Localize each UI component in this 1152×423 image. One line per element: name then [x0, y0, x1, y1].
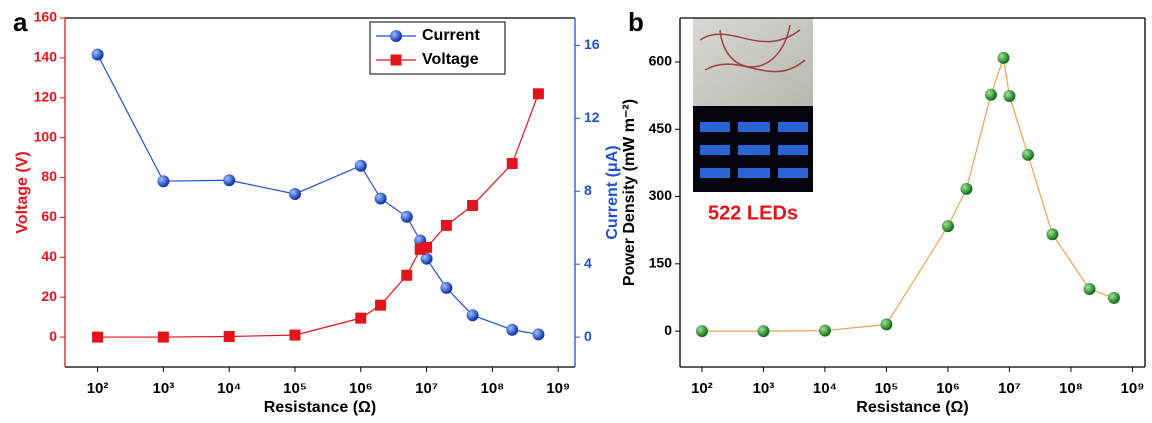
marker	[533, 88, 544, 99]
x-tick-label: 10⁸	[1059, 380, 1083, 397]
series-line	[98, 54, 539, 334]
y2-tick-label: 4	[584, 255, 592, 271]
series-line	[98, 94, 539, 337]
y-tick-label: 120	[34, 88, 58, 104]
marker	[391, 55, 402, 66]
y-tick-label: 40	[41, 248, 57, 264]
y2-tick-label: 16	[584, 36, 600, 52]
marker	[880, 318, 892, 330]
y-tick-label: 450	[649, 120, 673, 136]
marker	[441, 220, 452, 231]
marker	[1003, 90, 1015, 102]
marker	[375, 193, 387, 205]
marker	[289, 330, 300, 341]
marker	[92, 48, 104, 60]
marker	[224, 331, 235, 342]
x-tick-label: 10⁵	[875, 380, 899, 397]
inset-photo	[693, 18, 813, 192]
panel-label: b	[628, 7, 644, 37]
annotation: 522 LEDs	[708, 202, 798, 224]
y2-axis-title: Current (μA)	[604, 145, 621, 239]
marker	[157, 175, 169, 187]
y-tick-label: 0	[49, 328, 57, 344]
marker	[355, 160, 367, 172]
x-tick-label: 10³	[153, 380, 175, 397]
legend-label: Voltage	[422, 51, 479, 68]
legend-label: Current	[422, 27, 480, 44]
marker	[92, 332, 103, 343]
y2-tick-label: 12	[584, 109, 600, 125]
marker	[1046, 228, 1058, 240]
marker	[375, 300, 386, 311]
marker	[401, 270, 412, 281]
y-tick-label: 0	[664, 322, 672, 338]
marker	[440, 282, 452, 294]
marker	[1108, 292, 1120, 304]
marker	[158, 332, 169, 343]
marker	[467, 200, 478, 211]
marker	[819, 325, 831, 337]
x-tick-label: 10⁴	[217, 380, 241, 397]
x-tick-label: 10²	[691, 380, 713, 397]
panel-label: a	[13, 7, 28, 37]
marker	[421, 242, 432, 253]
y-tick-label: 160	[34, 9, 58, 25]
marker	[960, 183, 972, 195]
x-tick-label: 10³	[753, 380, 775, 397]
marker	[507, 158, 518, 169]
marker	[401, 211, 413, 223]
marker	[355, 313, 366, 324]
y-axis-title: Power Density (mW m⁻²)	[621, 99, 638, 286]
x-tick-label: 10⁹	[1121, 380, 1145, 397]
marker	[289, 188, 301, 200]
x-tick-label: 10⁶	[936, 380, 960, 397]
y-tick-label: 20	[41, 288, 57, 304]
marker	[985, 89, 997, 101]
x-tick-label: 10⁹	[546, 380, 570, 397]
y-tick-label: 60	[41, 208, 57, 224]
x-tick-label: 10⁴	[813, 380, 837, 397]
marker	[1022, 149, 1034, 161]
marker	[1083, 283, 1095, 295]
marker	[532, 328, 544, 340]
x-tick-label: 10⁷	[998, 380, 1021, 397]
y-tick-label: 600	[649, 53, 673, 69]
x-tick-label: 10²	[87, 380, 109, 397]
marker	[757, 325, 769, 337]
x-axis-title: Resistance (Ω)	[264, 399, 376, 416]
y-tick-label: 80	[41, 168, 57, 184]
marker	[696, 325, 708, 337]
marker	[223, 174, 235, 186]
x-tick-label: 10⁶	[349, 380, 373, 397]
marker	[390, 30, 402, 42]
y2-tick-label: 0	[584, 328, 592, 344]
x-tick-label: 10⁷	[415, 380, 438, 397]
y-tick-label: 300	[649, 187, 673, 203]
y-tick-label: 140	[34, 49, 58, 65]
x-tick-label: 10⁸	[481, 380, 505, 397]
y2-tick-label: 8	[584, 182, 592, 198]
x-tick-label: 10⁵	[283, 380, 307, 397]
marker	[506, 324, 518, 336]
y-axis-title: Voltage (V)	[14, 151, 31, 233]
marker	[997, 52, 1009, 64]
y-tick-label: 150	[649, 255, 673, 271]
y-tick-label: 100	[34, 128, 58, 144]
x-axis-title: Resistance (Ω)	[856, 399, 968, 416]
marker	[942, 220, 954, 232]
marker	[467, 309, 479, 321]
figure: a10²10³10⁴10⁵10⁶10⁷10⁸10⁹020406080100120…	[0, 0, 1152, 423]
